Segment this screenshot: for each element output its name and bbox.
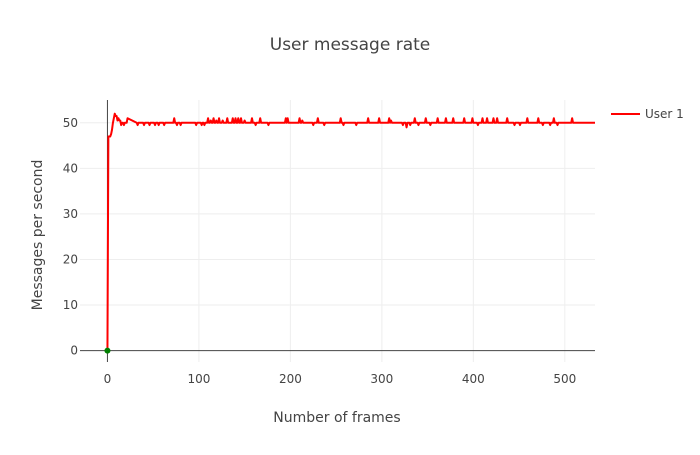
series-layer bbox=[104, 112, 595, 354]
chart-title: User message rate bbox=[270, 35, 431, 55]
series-line-user-1 bbox=[106, 112, 595, 351]
grid bbox=[80, 100, 595, 362]
legend-label-user-1: User 1 bbox=[645, 107, 684, 121]
axes bbox=[80, 100, 595, 362]
y-tick-label: 40 bbox=[63, 161, 78, 175]
x-tick-label: 200 bbox=[279, 372, 302, 386]
x-tick-label: 400 bbox=[462, 372, 485, 386]
y-axis-title: Messages per second bbox=[30, 160, 46, 311]
x-tick-label: 100 bbox=[187, 372, 210, 386]
x-tick-label: 0 bbox=[104, 372, 112, 386]
y-tick-label: 10 bbox=[63, 298, 78, 312]
y-tick-label: 50 bbox=[63, 116, 78, 130]
legend[interactable]: User 1 bbox=[611, 107, 684, 121]
series-point-2 bbox=[104, 347, 111, 354]
y-tick-label: 30 bbox=[63, 207, 78, 221]
x-tick-label: 300 bbox=[370, 372, 393, 386]
y-tick-label: 20 bbox=[63, 252, 78, 266]
tick-labels: 0 100 200 300 400 500 0 10 20 30 40 50 bbox=[63, 116, 577, 386]
x-tick-label: 500 bbox=[553, 372, 576, 386]
x-axis-title: Number of frames bbox=[273, 410, 400, 426]
y-tick-label: 0 bbox=[70, 344, 78, 358]
